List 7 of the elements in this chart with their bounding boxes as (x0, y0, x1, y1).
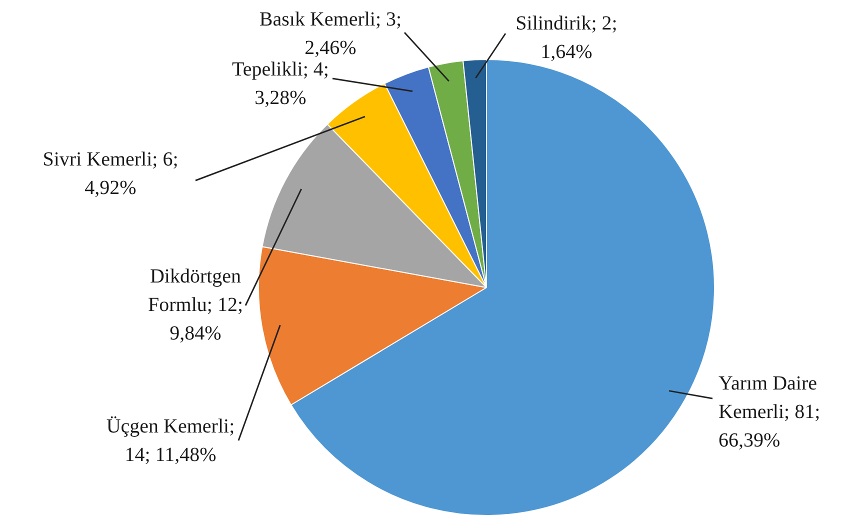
slice-label: Yarım Daire Kemerli; 81; 66,39% (718, 372, 820, 452)
slice-label: Dikdörtgen Formlu; 12; 9,84% (148, 266, 244, 345)
slice-label: Sivri Kemerli; 6; 4,92% (42, 148, 178, 200)
slice-label: Silindirik; 2; 1,64% (516, 12, 618, 64)
slice-label: Üçgen Kemerli; 14; 11,48% (106, 416, 235, 466)
slice-label: Tepelikli; 4; 3,28% (232, 58, 329, 110)
slice-label: Basık Kemerli; 3; 2,46% (259, 8, 402, 60)
